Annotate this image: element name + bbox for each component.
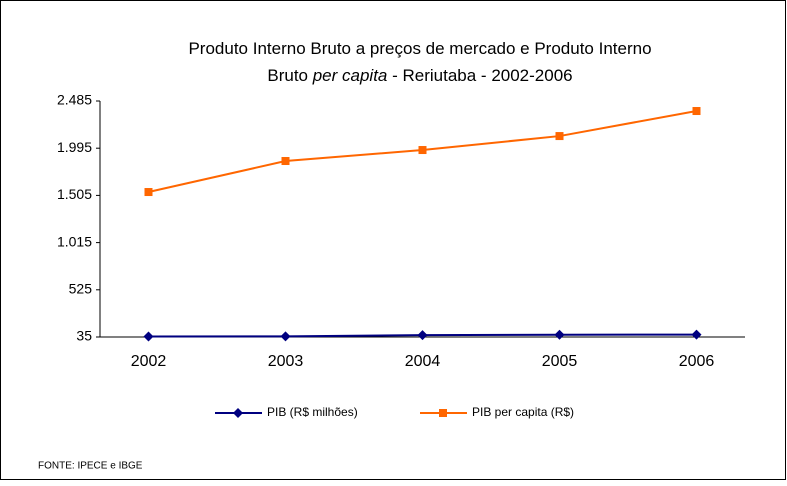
marker xyxy=(144,188,153,197)
marker xyxy=(555,132,564,141)
marker xyxy=(280,331,291,342)
y-tick-label: 2.485 xyxy=(57,92,92,108)
title-line: Produto Interno Bruto a preços de mercad… xyxy=(188,39,651,58)
marker xyxy=(418,146,427,155)
legend-label: PIB per capita (R$) xyxy=(472,405,574,419)
marker xyxy=(143,331,154,342)
y-tick-label: 1.015 xyxy=(57,233,92,249)
marker xyxy=(691,329,702,340)
marker xyxy=(439,409,447,417)
x-tick-label: 2006 xyxy=(679,353,715,370)
y-tick-label: 35 xyxy=(76,328,92,344)
x-tick-label: 2003 xyxy=(268,353,304,370)
source-note: FONTE: IPECE e IBGE xyxy=(38,461,143,472)
marker xyxy=(233,408,243,418)
x-tick-label: 2002 xyxy=(131,353,167,370)
chart-title: Produto Interno Bruto a preços de mercad… xyxy=(188,39,651,58)
marker xyxy=(554,329,565,340)
marker xyxy=(692,107,701,116)
title-part: per capita xyxy=(312,66,388,85)
marker xyxy=(417,330,428,341)
marker xyxy=(281,157,290,166)
chart-title: Bruto per capita - Reriutaba - 2002-2006 xyxy=(267,66,572,85)
y-tick-label: 1.995 xyxy=(57,139,92,155)
legend-label: PIB (R$ milhões) xyxy=(267,405,358,419)
x-tick-label: 2005 xyxy=(542,353,578,370)
y-tick-label: 525 xyxy=(69,281,93,297)
title-part: Bruto xyxy=(267,66,312,85)
title-part: - Reriutaba - 2002-2006 xyxy=(387,66,572,85)
x-tick-label: 2004 xyxy=(405,353,441,370)
y-tick-label: 1.505 xyxy=(57,186,92,202)
